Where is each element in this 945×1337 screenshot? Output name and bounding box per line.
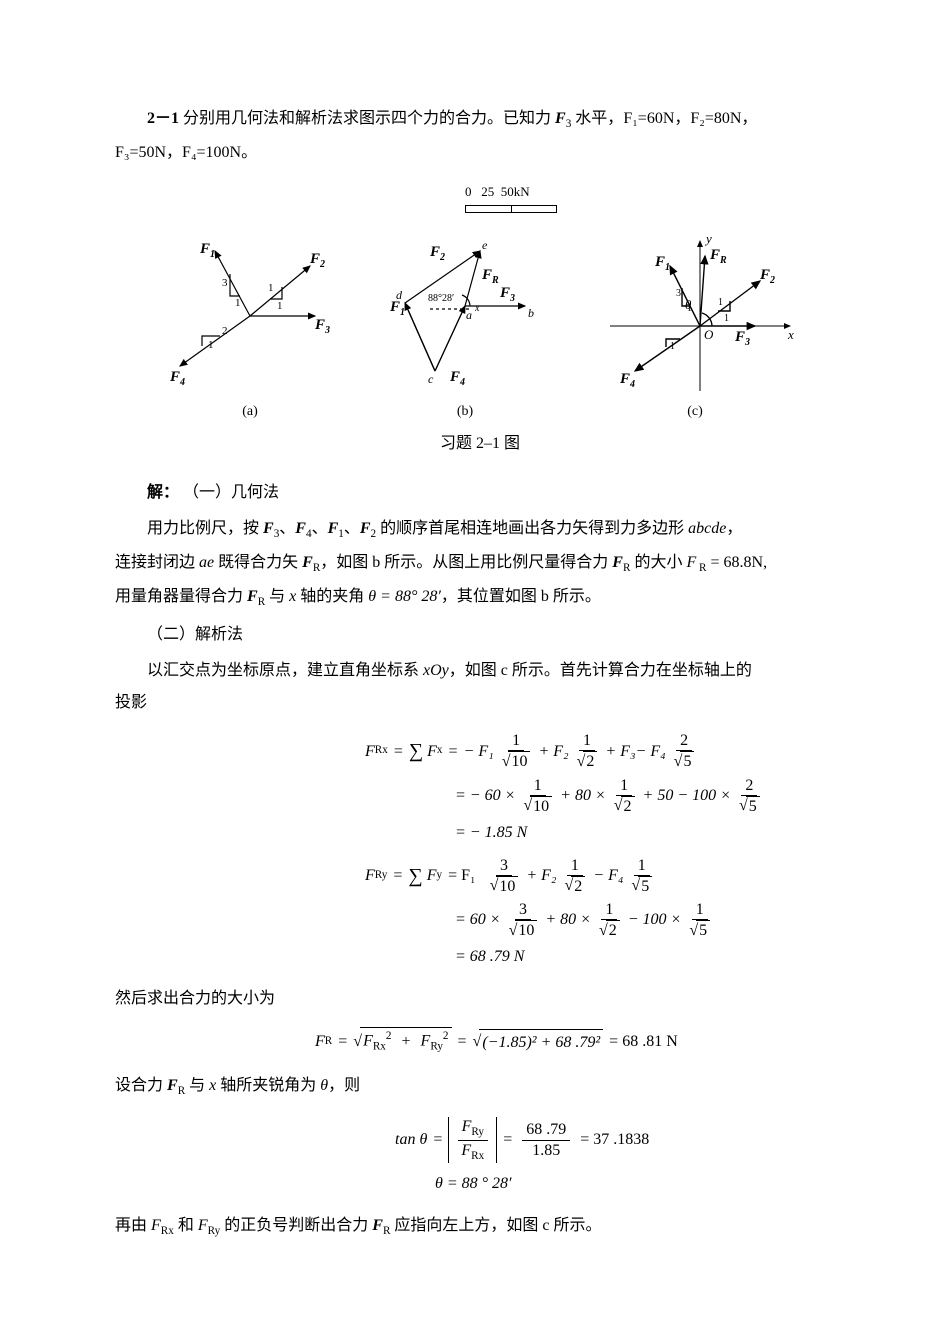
sol-p3: 用量角器量得合力 FR 与 x 轴的夹角 θ = 88° 28′，其位置如图 b… bbox=[115, 584, 845, 612]
scale-25: 25 bbox=[481, 184, 494, 199]
figure-a: F1 F2 F3 F4 3 1 1 1 1 2 (a) bbox=[160, 231, 340, 423]
scale-50: 50kN bbox=[501, 184, 530, 199]
sol-p2: 连接封闭边 ae 既得合力矢 FR，如图 b 所示。从图上用比例尺量得合力 FR… bbox=[115, 550, 845, 578]
svg-text:3: 3 bbox=[222, 277, 228, 289]
equation-tan: tan θ= FRy FRx = 68 .791.85 = 37 .1838 θ… bbox=[395, 1117, 845, 1197]
svg-text:b: b bbox=[528, 306, 534, 320]
section-1: （一）几何法 bbox=[183, 484, 279, 501]
problem-label: 2－1 bbox=[147, 110, 179, 127]
figure-row: F1 F2 F3 F4 3 1 1 1 1 2 (a) bbox=[115, 231, 845, 423]
sol-p4c: 投影 bbox=[115, 690, 845, 716]
svg-text:F2: F2 bbox=[309, 251, 325, 270]
equation-fr: FR = FRx2 + FRy2 = (−1.85)² + 68 .79² = … bbox=[315, 1027, 845, 1056]
svg-text:3: 3 bbox=[676, 288, 681, 299]
page: 2－1 分别用几何法和解析法求图示四个力的合力。已知力 F3 水平，F₁=60N… bbox=[0, 0, 945, 1317]
f3-sym: F bbox=[555, 110, 566, 127]
svg-text:1: 1 bbox=[208, 339, 214, 351]
figure-b: F2 FR F3 F1 F4 a b c d e 88°28′ x (b) bbox=[370, 231, 560, 423]
svg-text:1: 1 bbox=[687, 303, 692, 314]
svg-text:a: a bbox=[466, 308, 472, 322]
svg-text:1: 1 bbox=[718, 297, 723, 308]
after-eq: 然后求出合力的大小为 bbox=[115, 986, 845, 1012]
svg-text:c: c bbox=[428, 372, 434, 386]
scale-bar: 0 25 50kN bbox=[465, 182, 845, 213]
figure-caption: 习题 2–1 图 bbox=[115, 431, 845, 457]
svg-text:88°28′: 88°28′ bbox=[428, 293, 454, 304]
order-forces: F bbox=[263, 520, 274, 537]
last-line: 再由 FRx 和 FRy 的正负号判断出合力 FR 应指向左上方，如图 c 所示… bbox=[115, 1213, 845, 1241]
problem-text-2: 水平， bbox=[571, 110, 623, 127]
fig-c-cap: (c) bbox=[590, 401, 800, 423]
svg-text:F1: F1 bbox=[199, 241, 215, 260]
svg-text:e: e bbox=[482, 238, 488, 252]
svg-text:F3: F3 bbox=[314, 317, 330, 336]
svg-text:y: y bbox=[704, 231, 712, 246]
svg-text:FR: FR bbox=[709, 247, 727, 266]
givens: F₁=60N，F₂=80N， bbox=[623, 110, 757, 127]
equation-fry: FRy = ∑ Fy = F₁ 310 + F₂ 12 − F₄ 15 = 60… bbox=[365, 856, 845, 970]
problem-line2: F₃=50N，F₄=100N。 bbox=[115, 140, 845, 166]
svg-text:FR: FR bbox=[481, 267, 499, 286]
sol-p4: 以汇交点为坐标原点，建立直角坐标系 xOy，如图 c 所示。首先计算合力在坐标轴… bbox=[115, 658, 845, 684]
problem-text-1: 分别用几何法和解析法求图示四个力的合力。已知力 bbox=[179, 110, 555, 127]
givens-2: F₃=50N，F₄=100N。 bbox=[115, 144, 257, 161]
equation-frx: FRx = ∑ Fx = − F₁ 110 + F₂ 12 + F₃ − F₄ … bbox=[365, 731, 845, 845]
svg-text:F2: F2 bbox=[429, 244, 445, 263]
svg-text:1: 1 bbox=[670, 341, 675, 352]
svg-text:1: 1 bbox=[277, 300, 283, 312]
sol-p1: 用力比例尺，按 F3、F4、F1、F2 的顺序首尾相连地画出各力矢得到力多边形 … bbox=[115, 516, 845, 544]
scale-0: 0 bbox=[465, 184, 472, 199]
jie-label: 解： bbox=[147, 484, 179, 501]
solution-heading: 解： （一）几何法 bbox=[115, 480, 845, 506]
svg-text:x: x bbox=[787, 327, 794, 342]
svg-text:d: d bbox=[396, 288, 403, 302]
section-2: （二）解析法 bbox=[115, 622, 845, 648]
svg-text:x: x bbox=[474, 303, 480, 314]
problem-line1: 2－1 分别用几何法和解析法求图示四个力的合力。已知力 F3 水平，F₁=60N… bbox=[115, 106, 845, 134]
figure-c: F1 F2 F3 F4 FR x y O θ 3 1 1 1 1 bbox=[590, 231, 800, 423]
svg-text:O: O bbox=[704, 327, 714, 342]
fig-a-cap: (a) bbox=[160, 401, 340, 423]
svg-text:F2: F2 bbox=[759, 267, 775, 286]
svg-text:F4: F4 bbox=[619, 371, 635, 390]
p5: 设合力 FR 与 x 轴所夹锐角为 θ，则 bbox=[115, 1073, 845, 1101]
svg-text:F3: F3 bbox=[734, 329, 750, 348]
svg-text:F3: F3 bbox=[499, 285, 515, 304]
svg-text:1: 1 bbox=[235, 297, 241, 309]
fig-b-cap: (b) bbox=[370, 401, 560, 423]
svg-text:2: 2 bbox=[222, 325, 228, 337]
svg-text:F1: F1 bbox=[654, 254, 670, 273]
svg-text:F4: F4 bbox=[169, 369, 185, 388]
svg-text:1: 1 bbox=[268, 282, 274, 294]
svg-text:1: 1 bbox=[724, 313, 729, 324]
